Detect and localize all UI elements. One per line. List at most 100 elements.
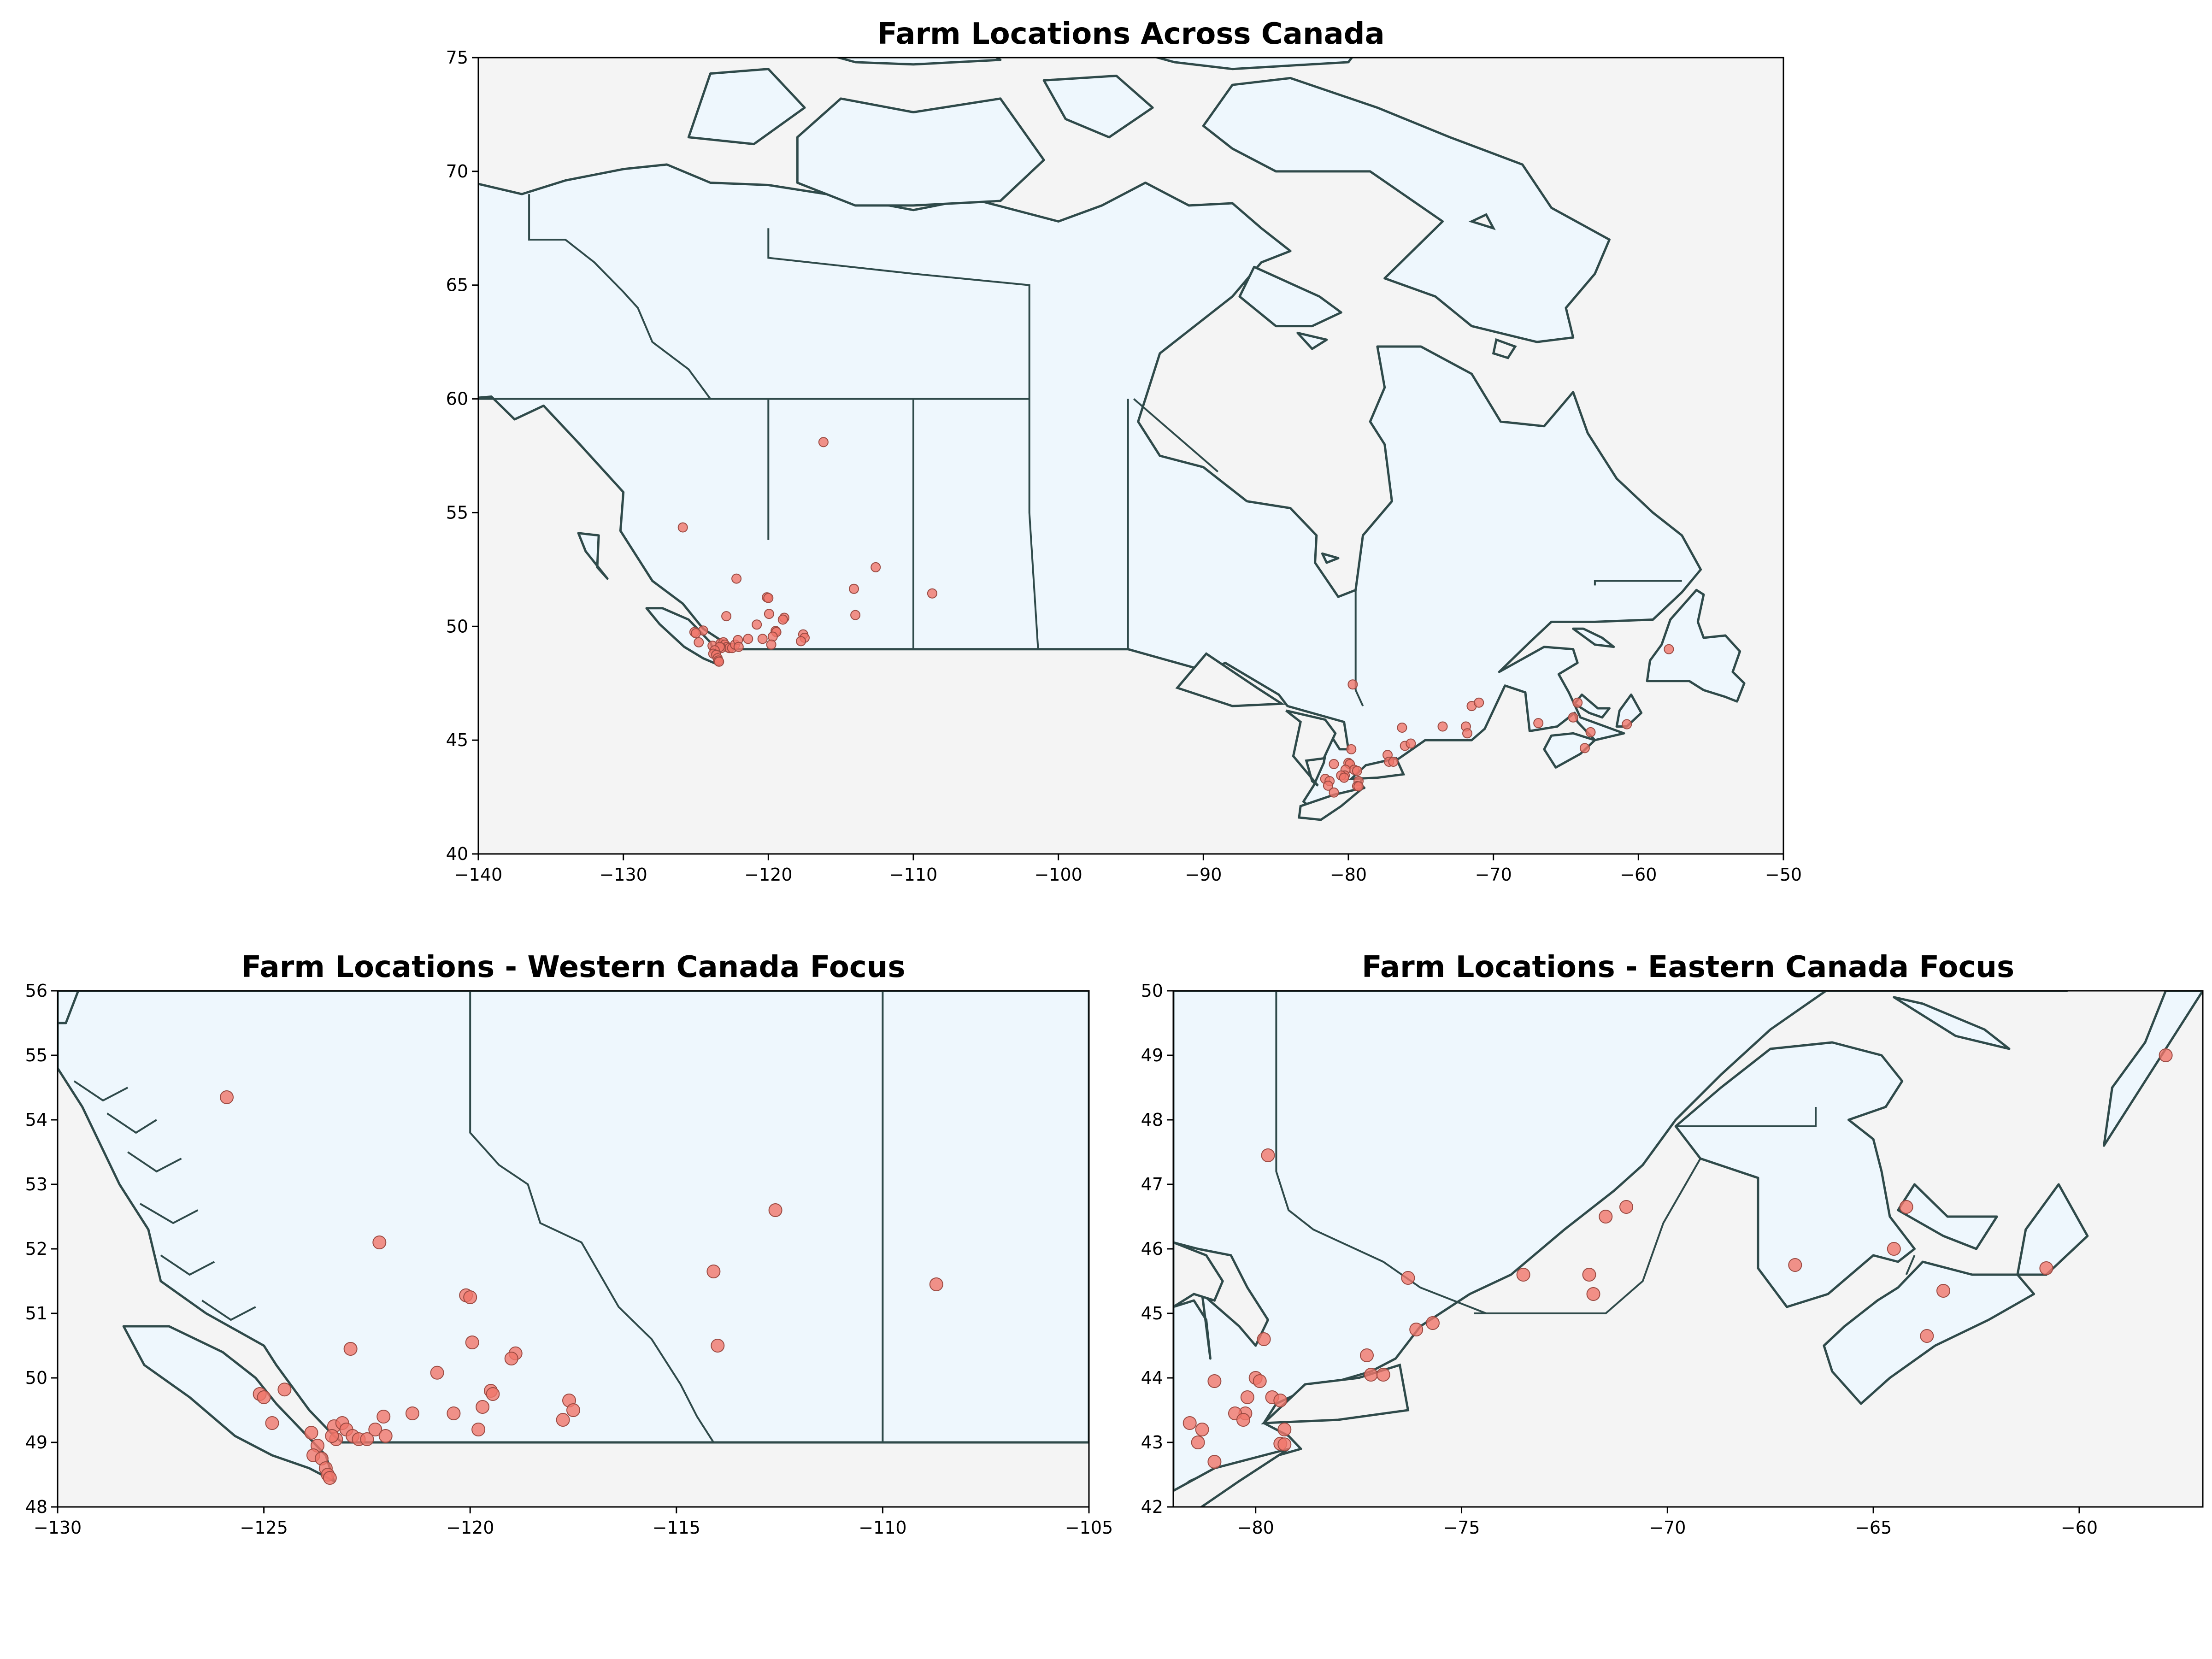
- x-tick-label: −120: [744, 865, 792, 885]
- y-tick-label: 47: [1141, 1174, 1163, 1194]
- farm-point: [1191, 1435, 1205, 1449]
- farm-point: [1352, 765, 1362, 776]
- panel-west: Farm Locations - Western Canada Focus −1…: [25, 950, 1113, 1538]
- land-polygon: [577, 532, 609, 580]
- canada-landmass: [478, 58, 1746, 821]
- y-tick-label: 75: [446, 47, 468, 68]
- farm-point: [504, 1352, 518, 1365]
- y-tick-label: 55: [446, 502, 468, 523]
- farm-point: [706, 1265, 721, 1278]
- farm-point: [763, 593, 774, 603]
- farm-point: [447, 1406, 461, 1420]
- farm-point: [1257, 1332, 1271, 1346]
- farm-point: [766, 639, 777, 650]
- map-west: [58, 991, 1089, 1485]
- western-landmass: [58, 991, 1089, 1483]
- x-tick-label: −80: [1237, 1518, 1274, 1538]
- land-polygon: [1042, 75, 1154, 139]
- land-polygon: [796, 97, 1045, 207]
- x-axis-west: −130 −125 −120 −115 −110 −105: [34, 1507, 1113, 1538]
- y-tick-label: 55: [25, 1045, 47, 1065]
- y-tick-label: 65: [446, 275, 468, 295]
- farm-point: [1619, 1200, 1633, 1214]
- farm-point: [257, 1390, 271, 1404]
- farm-point: [764, 609, 774, 619]
- farm-point: [343, 1342, 358, 1356]
- farm-point: [694, 637, 704, 647]
- x-tick-label: −115: [653, 1518, 700, 1538]
- farm-point: [1273, 1394, 1288, 1407]
- farm-point: [871, 562, 881, 572]
- x-tick-label: −140: [454, 865, 502, 885]
- x-tick-label: −130: [599, 865, 647, 885]
- plot-frame-main: [477, 57, 1784, 855]
- farm-point: [1277, 1423, 1292, 1436]
- farm-point: [1899, 1200, 1913, 1214]
- farm-point: [1277, 1437, 1292, 1452]
- x-tick-label: −70: [1649, 1518, 1686, 1538]
- farm-point: [1207, 1374, 1222, 1388]
- farm-point: [743, 634, 753, 644]
- farm-point: [304, 1426, 318, 1440]
- land-polygon: [1893, 996, 2011, 1050]
- farm-point: [777, 614, 788, 625]
- y-tick-label: 45: [1141, 1303, 1163, 1324]
- farm-point: [1236, 1413, 1250, 1427]
- x-tick-label: −120: [446, 1518, 494, 1538]
- panel-main: Farm Locations Across Canada −140 −130 −12…: [446, 17, 1802, 885]
- farm-point: [430, 1365, 444, 1380]
- farm-point: [1887, 1242, 1901, 1256]
- farm-point: [1195, 1423, 1209, 1436]
- x-tick-label: −125: [240, 1518, 288, 1538]
- farm-point: [220, 1090, 234, 1104]
- y-tick-label: 48: [1141, 1110, 1163, 1130]
- y-tick-label: 40: [446, 844, 468, 864]
- farm-point: [929, 1277, 943, 1291]
- y-tick-label: 44: [1141, 1368, 1163, 1388]
- farm-point: [486, 1387, 500, 1401]
- province-border: [1594, 580, 1682, 586]
- map-east: [1173, 991, 2203, 1507]
- y-axis-main: 40 45 50 55 60 65 70 75: [446, 47, 478, 864]
- province-border: [1905, 1255, 1916, 1275]
- y-tick-label: 48: [25, 1497, 47, 1517]
- farm-point: [476, 1400, 490, 1414]
- province-border: [1133, 398, 1219, 473]
- y-axis-west: 48 49 50 51 52 53 54 55 56: [25, 981, 58, 1517]
- y-tick-label: 50: [25, 1368, 47, 1388]
- farm-point: [377, 1410, 391, 1424]
- land-polygon: [1573, 693, 1611, 719]
- farm-point: [849, 583, 859, 594]
- farm-point: [691, 628, 701, 639]
- farm-point: [2039, 1261, 2053, 1275]
- farm-point: [556, 1413, 570, 1427]
- farm-point: [1339, 772, 1349, 783]
- y-tick-label: 60: [446, 389, 468, 409]
- farm-point: [850, 610, 861, 620]
- farm-point: [1397, 723, 1407, 733]
- farm-point: [1437, 721, 1448, 732]
- lake-polygon: [1173, 1241, 1224, 1308]
- farm-point: [1240, 1390, 1254, 1404]
- land-polygon: [122, 1325, 335, 1483]
- x-tick-label: −50: [1765, 865, 1802, 885]
- land-polygon: [1321, 552, 1340, 564]
- farm-point: [566, 1403, 580, 1417]
- farm-point: [1353, 781, 1364, 792]
- y-tick-label: 45: [446, 730, 468, 750]
- coastline-detail: [106, 1112, 157, 1134]
- farm-point: [368, 1423, 382, 1436]
- farm-point: [733, 641, 744, 652]
- farm-point: [1664, 644, 1674, 654]
- farm-point: [927, 588, 937, 599]
- land-polygon: [1897, 1183, 1998, 1250]
- farm-point: [721, 611, 732, 622]
- farm-point: [1568, 712, 1578, 723]
- farm-points-west: [220, 1090, 943, 1485]
- farm-point: [1406, 738, 1416, 749]
- lake-polygon: [1175, 652, 1286, 707]
- y-tick-label: 52: [25, 1239, 47, 1259]
- province-border: [1354, 590, 1364, 706]
- lake-polygon: [1492, 338, 1517, 359]
- farm-point: [1261, 1148, 1275, 1162]
